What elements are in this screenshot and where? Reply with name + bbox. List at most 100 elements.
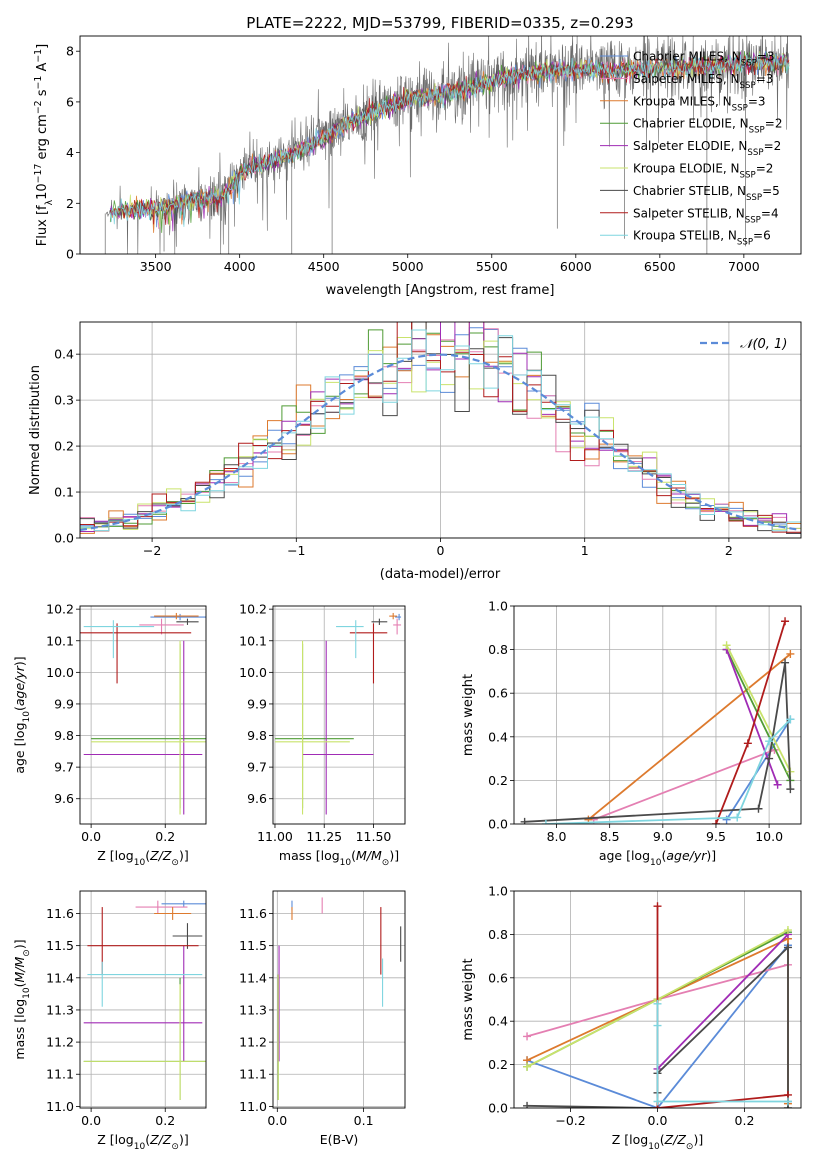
spectrum-data-line [106, 36, 790, 254]
y-tick-label: 9.9 [54, 696, 74, 711]
weight-marker [520, 817, 529, 824]
data-point [83, 984, 206, 1100]
plot-area [514, 891, 801, 1108]
axes-frame [272, 890, 406, 1109]
legend: 𝒩(0, 1) [700, 337, 787, 352]
data-point [87, 961, 203, 1007]
data-point [80, 623, 192, 684]
plot-area [80, 891, 206, 1108]
y-tick-label: 11.4 [239, 970, 267, 985]
y-tick-label: 9.7 [247, 760, 267, 775]
y-tick-label: 11.6 [46, 906, 74, 921]
data-point [154, 907, 192, 920]
weight-series [653, 999, 792, 1106]
weight-marker [523, 1062, 532, 1071]
weight-marker [783, 1097, 792, 1106]
y-axis-label: Flux [fλ10−17 erg cm−2 s−1 A−1] [33, 44, 55, 246]
x-axis-label: mass [log10(M/M⊙)] [279, 848, 399, 868]
x-tick-label: 0.2 [155, 829, 175, 844]
weight-marker [722, 641, 731, 650]
weight-line [545, 718, 792, 824]
y-tick-label: 2 [66, 196, 74, 211]
axes-frame [79, 890, 207, 1109]
y-tick-label: 9.8 [54, 728, 74, 743]
data-point [161, 900, 206, 908]
x-axis-label: age [log10(age/yr)] [599, 848, 716, 868]
y-tick-label: 9.8 [247, 728, 267, 743]
x-tick-label: 10.0 [755, 829, 783, 844]
data-point [150, 613, 206, 621]
plot-area [273, 606, 405, 824]
y-tick-label: 0.4 [488, 1014, 508, 1029]
data-point [154, 612, 199, 620]
legend-label: Chabrier MILES, NSSP=3 [633, 50, 775, 69]
data-point [83, 640, 203, 815]
x-tick-label: 6500 [644, 259, 676, 274]
y-tick-label: 0.0 [488, 817, 508, 832]
weight-marker [743, 739, 752, 748]
weight-series [711, 617, 790, 824]
panel-spectrum: 3500 4000 4500 5000 5500 6000 6500 7000 0 2 4 6 8 PLA… [33, 14, 802, 298]
weight-series [541, 715, 795, 824]
plot-area [104, 36, 790, 254]
x-tick-label: 3500 [140, 259, 172, 274]
x-tick-label: 0.0 [648, 1113, 668, 1128]
x-tick-label: 0.1 [354, 1113, 374, 1128]
y-tick-label: 4 [66, 145, 74, 160]
x-axis-label: Z [log10(Z/Z⊙)] [97, 848, 188, 868]
legend-label: Chabrier STELIB, NSSP=5 [633, 184, 780, 203]
data-point [389, 612, 398, 620]
weight-marker [783, 943, 792, 952]
y-tick-label: 11.1 [46, 1067, 74, 1082]
y-tick-label: 0.0 [488, 1101, 508, 1116]
weight-marker [711, 820, 720, 824]
axes-frame [79, 321, 802, 539]
y-tick-label: 11.0 [239, 1099, 267, 1114]
y-tick-label: 0.2 [488, 773, 508, 788]
x-tick-label: 11.25 [306, 829, 342, 844]
weight-marker [786, 785, 795, 794]
y-tick-label: 0.2 [488, 1057, 508, 1072]
weight-marker [754, 804, 763, 813]
y-tick-label: 0.4 [54, 347, 74, 362]
model-line [109, 55, 790, 225]
x-tick-label: −1 [287, 543, 305, 558]
weight-line [593, 749, 775, 821]
x-axis-label: (data-model)/error [380, 567, 501, 582]
weight-marker [773, 780, 782, 789]
y-tick-label: 11.2 [46, 1035, 74, 1050]
data-point [302, 640, 374, 815]
y-axis-label: mass weight [461, 674, 476, 756]
y-tick-label: 0.6 [488, 686, 508, 701]
y-tick-label: 9.7 [54, 760, 74, 775]
weight-series [520, 658, 795, 824]
data-point [172, 923, 203, 949]
x-tick-label: 0.0 [81, 1113, 101, 1128]
x-tick-label: 2 [725, 543, 733, 558]
y-tick-label: 11.3 [239, 1002, 267, 1017]
x-tick-label: 5000 [392, 259, 424, 274]
weight-marker [781, 658, 790, 667]
panel-age-vs-mass: 11.00 11.25 11.50 9.6 9.7 9.8 9.9 10.0 10.1 10.2 m… [239, 602, 406, 868]
legend-label: Salpeter ELODIE, NSSP=2 [633, 139, 781, 158]
y-axis-label: mass [log10(M/M⊙)] [12, 939, 32, 1059]
y-tick-label: 11.5 [239, 938, 267, 953]
x-tick-label: 7000 [728, 259, 760, 274]
data-point [336, 620, 364, 659]
y-tick-label: 11.2 [239, 1035, 267, 1050]
x-tick-label: 0.0 [267, 1113, 287, 1128]
weight-marker [781, 617, 790, 626]
weight-marker [653, 902, 662, 911]
x-axis-label: Z [log10(Z/Z⊙)] [97, 1132, 188, 1152]
x-tick-label: −2 [143, 543, 161, 558]
axes-frame [79, 605, 207, 825]
y-tick-label: 9.9 [247, 696, 267, 711]
y-tick-label: 10.2 [46, 602, 74, 617]
data-point [135, 900, 188, 914]
weight-series [584, 649, 795, 824]
y-tick-label: 0.6 [488, 970, 508, 985]
y-tick-label: 0.2 [54, 439, 74, 454]
panel-age-vs-Z: 0.0 0.2 9.6 9.7 9.8 9.9 10.0 10.1 10.2 Z [log10(Z… [12, 602, 207, 868]
x-tick-label: 0.0 [81, 829, 101, 844]
legend-label: Kroupa STELIB, NSSP=6 [633, 229, 771, 248]
